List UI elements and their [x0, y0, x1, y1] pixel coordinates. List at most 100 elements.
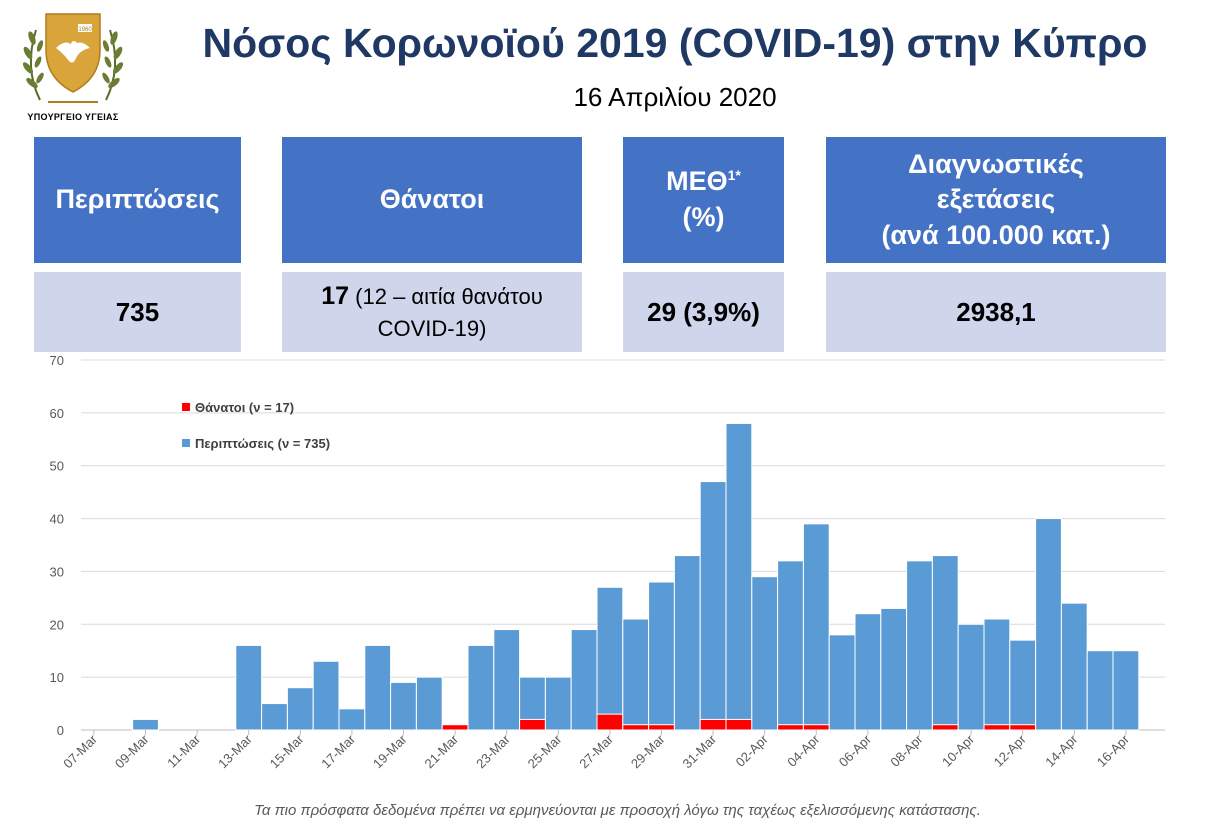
bar-cases-25-Mar [544, 676, 572, 731]
y-tick-label: 70 [50, 353, 64, 368]
x-tick-label: 06-Apr [836, 731, 875, 770]
bar-cases-19-Mar [390, 681, 417, 731]
cyprus-coat-of-arms-icon: 1960 [22, 13, 124, 103]
bar-cases-17-Mar [338, 708, 366, 731]
cases-value-box: 735 [34, 272, 241, 352]
tests-value: 2938,1 [956, 296, 1036, 327]
bar-cases-09-Mar [132, 718, 159, 731]
x-axis-labels: 07-Mar 09-Mar 11-Mar 13-Mar 15-Mar 17-Mar 19-M… [60, 730, 1132, 771]
y-tick-label: 40 [50, 512, 64, 527]
y-tick-label: 20 [50, 617, 64, 632]
ministry-name: ΥΠΟΥΡΓΕΙΟ ΥΓΕΙΑΣ [27, 112, 119, 122]
x-tick-label: 02-Apr [733, 731, 772, 770]
icu-value: 29 (3,9%) [647, 296, 760, 327]
bar-cases-13-Mar [235, 644, 263, 731]
bar-cases-31-Mar [699, 481, 727, 731]
deaths-value-box: 17 (12 – αιτία θανάτου COVID-19) [282, 272, 582, 352]
bar-deaths-11-Apr [983, 724, 1011, 731]
svg-text:1960: 1960 [78, 27, 92, 33]
bar-cases-14-Apr [1060, 602, 1088, 731]
bar-deaths-31-Mar [699, 718, 727, 731]
y-tick-label: 50 [50, 459, 64, 474]
bar-cases-02-Apr [751, 576, 779, 731]
x-tick-label: 07-Mar [60, 731, 100, 771]
bar-cases-18-Mar [364, 644, 392, 731]
bar-deaths-04-Apr [802, 724, 830, 731]
bar-cases-13-Apr [1035, 518, 1062, 731]
footnote: Τα πιο πρόσφατα δεδομένα πρέπει να ερμην… [254, 802, 981, 819]
tests-label-line1: Διαγνωστικές [908, 148, 1084, 179]
bar-cases-11-Apr [983, 618, 1011, 731]
cases-value: 735 [115, 296, 160, 327]
bar-cases-26-Mar [570, 629, 598, 731]
bar-deaths-12-Apr [1009, 724, 1037, 731]
y-tick-label: 30 [50, 564, 64, 579]
x-tick-label: 09-Mar [112, 731, 152, 771]
page-title: Νόσος Κορωνοϊού 2019 (COVID-19) στην Κύπ… [202, 20, 1148, 66]
x-tick-label: 15-Mar [267, 731, 307, 771]
cases-label: Περιπτώσεις [55, 184, 220, 215]
x-tick-label: 27-Mar [576, 731, 616, 771]
chart-gridlines [81, 359, 1165, 731]
x-tick-label: 11-Mar [164, 731, 204, 771]
bar-cases-03-Apr [777, 560, 804, 731]
x-tick-label: 31-Mar [679, 731, 719, 771]
y-tick-label: 60 [50, 406, 64, 421]
deaths-detail-line1: (12 – αιτία θανάτου [355, 284, 543, 310]
x-tick-label: 21-Mar [421, 731, 461, 771]
bar-deaths-28-Mar [622, 724, 650, 731]
x-tick-label: 16-Apr [1094, 731, 1133, 770]
x-tick-label: 08-Apr [887, 731, 926, 770]
bar-cases-05-Apr [828, 634, 856, 731]
bar-deaths-29-Mar [648, 724, 675, 731]
legend-label: Περιπτώσεις (ν = 735) [195, 436, 330, 451]
bar-cases-16-Mar [312, 660, 340, 731]
legend-label: Θάνατοι (ν = 17) [195, 400, 294, 415]
bar-cases-06-Apr [854, 613, 882, 731]
icu-value-box: 29 (3,9%) [623, 272, 784, 352]
bar-cases-12-Apr [1009, 639, 1037, 731]
icu-header: ΜΕΘ1* (%) [623, 137, 784, 263]
tests-header: Διαγνωστικές εξετάσεις (ανά 100.000 κατ.… [826, 137, 1166, 263]
chart-bars [132, 422, 1140, 731]
bar-cases-09-Apr [931, 555, 959, 731]
bar-cases-16-Apr [1112, 650, 1140, 731]
bar-cases-10-Apr [957, 623, 985, 731]
legend-swatch [182, 403, 190, 411]
deaths-value-wrap: 17 (12 – αιτία θανάτου COVID-19) [321, 280, 543, 343]
tests-value-box: 2938,1 [826, 272, 1166, 352]
x-tick-label: 12-Apr [991, 731, 1030, 770]
bar-cases-01-Apr [725, 422, 753, 731]
bar-deaths-27-Mar [596, 713, 624, 731]
tests-label-line2: εξετάσεις [936, 184, 1056, 215]
bar-cases-08-Apr [906, 560, 933, 731]
x-tick-label: 04-Apr [784, 731, 823, 770]
x-tick-label: 17-Mar [318, 731, 358, 771]
bar-cases-04-Apr [802, 523, 830, 731]
bar-cases-29-Mar [648, 581, 675, 731]
bar-deaths-01-Apr [725, 718, 753, 731]
tests-label-line3: (ανά 100.000 κατ.) [881, 219, 1111, 250]
y-tick-label: 10 [50, 670, 64, 685]
deaths-label: Θάνατοι [379, 184, 485, 215]
icu-label-percent: (%) [682, 202, 725, 232]
bar-cases-22-Mar [467, 644, 495, 731]
x-tick-label: 10-Apr [939, 731, 978, 770]
x-tick-label: 19-Mar [370, 731, 410, 771]
daily-cases-chart: 0 10 20 30 40 50 60 70 07-Mar 09-Mar 11-Mar 13-Mar… [50, 353, 1165, 771]
x-tick-label: 14-Apr [1042, 731, 1081, 770]
deaths-detail-line2: COVID-19) [377, 316, 487, 342]
bar-cases-07-Apr [880, 607, 908, 731]
x-tick-label: 23-Mar [473, 731, 513, 771]
bar-deaths-24-Mar [519, 718, 546, 731]
tests-label-wrap: Διαγνωστικές εξετάσεις (ανά 100.000 κατ.… [881, 147, 1110, 254]
bar-cases-23-Mar [493, 629, 521, 731]
bar-cases-15-Apr [1086, 650, 1114, 731]
legend-swatch [182, 439, 190, 447]
bar-deaths-21-Mar [441, 724, 469, 731]
x-tick-label: 29-Mar [628, 731, 668, 771]
y-axis-labels: 0 10 20 30 40 50 60 70 [50, 353, 64, 738]
deaths-value: 17 [321, 282, 350, 311]
cases-header: Περιπτώσεις [34, 137, 241, 263]
bar-cases-14-Mar [261, 703, 288, 731]
